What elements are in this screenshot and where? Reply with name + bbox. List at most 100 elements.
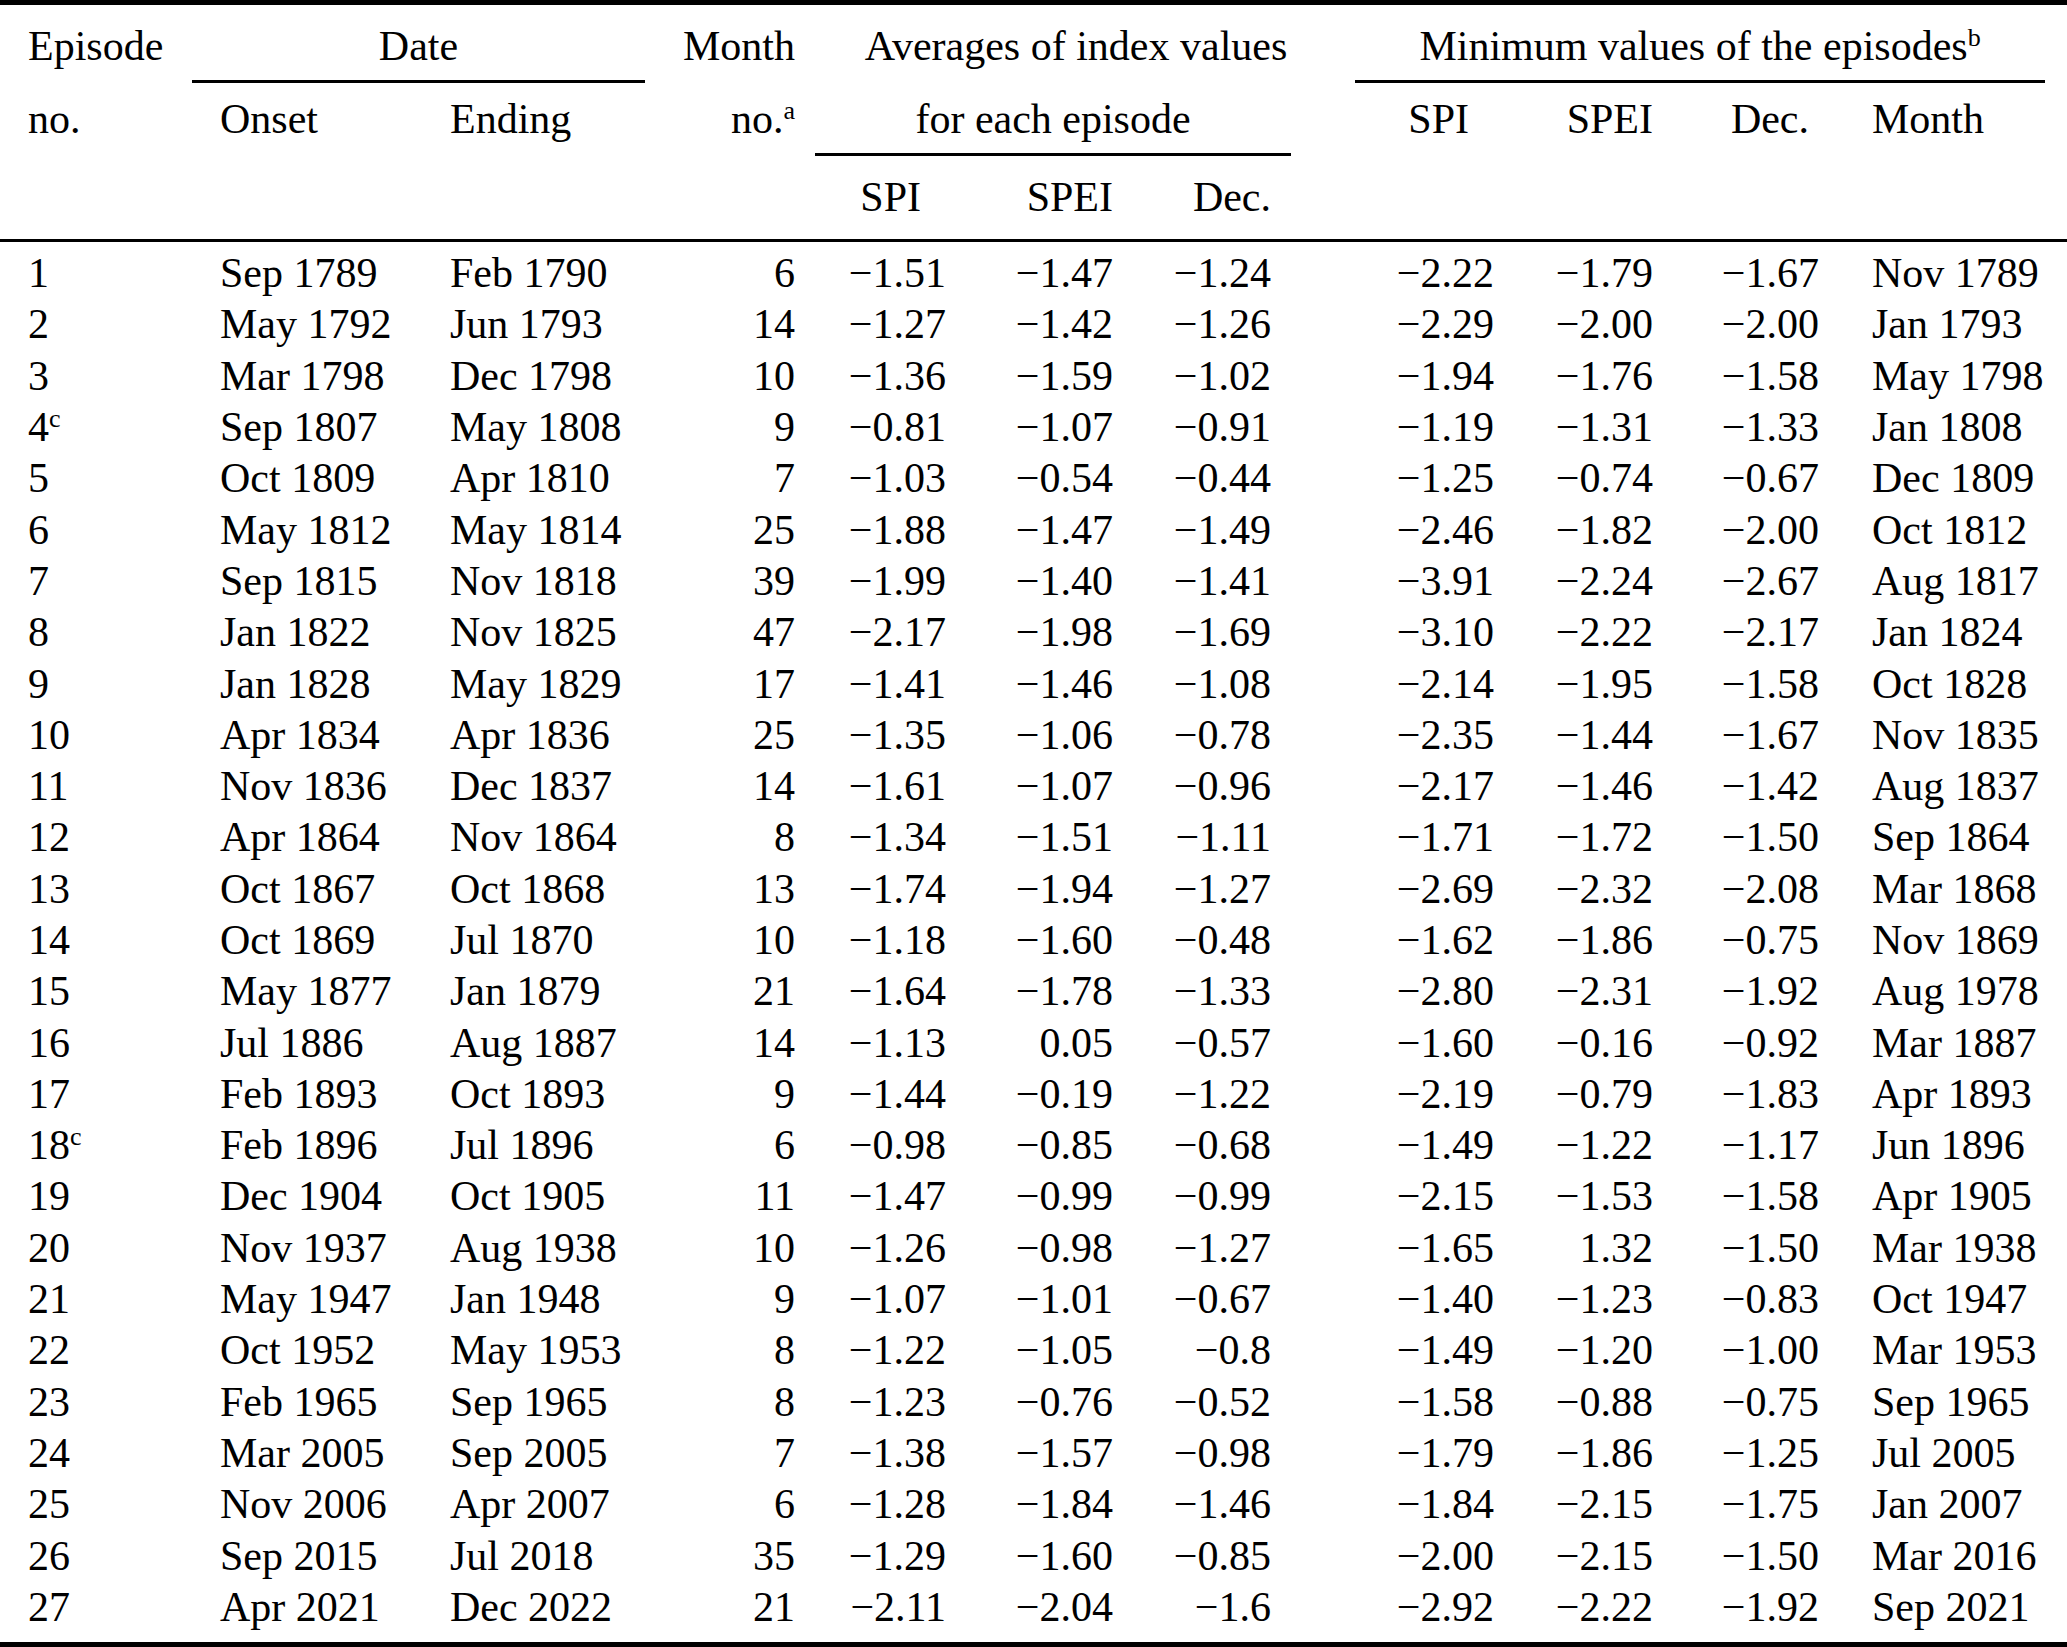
cell-avg-spi: −1.47 [800,1171,951,1222]
cell-min-spi: −3.91 [1276,555,1499,606]
cell-ending: Apr 1836 [422,709,682,760]
cell-min-month: Sep 1864 [1824,812,2067,863]
cell-min-spi: −2.46 [1276,504,1499,555]
episode-row: 17Feb 1893Oct 18939−1.44−0.19−1.22−2.19−… [0,1068,2067,1119]
cell-avg-dec: −0.67 [1118,1273,1276,1324]
cell-min-month: Oct 1812 [1824,504,2067,555]
cell-min-dec: −1.67 [1658,240,1824,299]
cell-month-count: 9 [682,1273,800,1324]
cell-month-count: 8 [682,1376,800,1427]
cell-onset: Apr 1834 [192,709,422,760]
episode-row: 5Oct 1809Apr 18107−1.03−0.54−0.44−1.25−0… [0,453,2067,504]
cell-min-dec: −0.67 [1658,453,1824,504]
cell-episode-no: 18c [0,1120,192,1171]
cell-ending: Feb 1790 [422,240,682,299]
episode-row: 22Oct 1952May 19538−1.22−1.05−0.8−1.49−1… [0,1325,2067,1376]
cell-episode-no: 23 [0,1376,192,1427]
episode-row: 20Nov 1937Aug 193810−1.26−0.98−1.27−1.65… [0,1222,2067,1273]
cell-ending: Apr 1810 [422,453,682,504]
cell-min-month: Mar 1938 [1824,1222,2067,1273]
cell-min-spi: −2.19 [1276,1068,1499,1119]
header-month-count: Month [682,5,800,83]
cell-ending: Jan 1948 [422,1273,682,1324]
cell-min-month: Mar 1953 [1824,1325,2067,1376]
cell-avg-spi: −1.26 [800,1222,951,1273]
header-spacer [1276,156,1499,240]
cell-episode-no: 12 [0,812,192,863]
cell-onset: Oct 1809 [192,453,422,504]
cell-min-spi: −1.58 [1276,1376,1499,1427]
cell-min-spi: −1.65 [1276,1222,1499,1273]
header-minimum-title-text: Minimum values of the episodes [1419,23,1967,69]
cell-episode-no: 16 [0,1017,192,1068]
footnote-marker-b: b [1968,23,1981,52]
cell-episode-no: 21 [0,1273,192,1324]
header-averages-subtitle: for each episode [815,95,1291,156]
header-avg-dec: Dec. [1118,156,1276,240]
cell-min-month: Jan 2007 [1824,1479,2067,1530]
cell-avg-spei: −1.47 [951,504,1118,555]
header-spacer [682,156,800,240]
cell-min-spei: −2.15 [1499,1530,1658,1581]
cell-min-spi: −2.29 [1276,299,1499,350]
header-spacer [1658,156,1824,240]
cell-episode-no: 11 [0,760,192,811]
cell-ending: Sep 2005 [422,1427,682,1478]
cell-episode-no: 4c [0,401,192,452]
header-min-spei: SPEI [1499,83,1658,156]
header-min-dec: Dec. [1658,83,1824,156]
cell-min-spi: −1.62 [1276,914,1499,965]
cell-avg-spi: −1.41 [800,658,951,709]
header-minimum-group: Minimum values of the episodesb [1276,5,2067,83]
cell-onset: May 1877 [192,966,422,1017]
cell-onset: Oct 1952 [192,1325,422,1376]
cell-avg-spi: −1.29 [800,1530,951,1581]
cell-min-spei: −1.82 [1499,504,1658,555]
cell-min-spi: −2.80 [1276,966,1499,1017]
cell-min-month: Jan 1824 [1824,607,2067,658]
cell-avg-spi: −1.23 [800,1376,951,1427]
episode-row: 18cFeb 1896Jul 18966−0.98−0.85−0.68−1.49… [0,1120,2067,1171]
cell-avg-dec: −1.22 [1118,1068,1276,1119]
episode-row: 23Feb 1965Sep 19658−1.23−0.76−0.52−1.58−… [0,1376,2067,1427]
episode-row: 7Sep 1815Nov 181839−1.99−1.40−1.41−3.91−… [0,555,2067,606]
cell-min-spei: −2.32 [1499,863,1658,914]
cell-avg-dec: −0.8 [1118,1325,1276,1376]
header-spacer [1499,156,1658,240]
episode-row: 24Mar 2005Sep 20057−1.38−1.57−0.98−1.79−… [0,1427,2067,1478]
episode-row: 27Apr 2021Dec 202221−2.11−2.04−1.6−2.92−… [0,1581,2067,1632]
cell-ending: Nov 1818 [422,555,682,606]
cell-avg-spi: −0.81 [800,401,951,452]
cell-min-spi: −1.49 [1276,1120,1499,1171]
cell-min-spi: −2.35 [1276,709,1499,760]
cell-avg-spi: −1.34 [800,812,951,863]
cell-min-month: Jan 1793 [1824,299,2067,350]
cell-min-month: Mar 2016 [1824,1530,2067,1581]
cell-min-dec: −1.42 [1658,760,1824,811]
cell-min-month: Dec 1809 [1824,453,2067,504]
cell-month-count: 10 [682,914,800,965]
cell-min-dec: −0.83 [1658,1273,1824,1324]
cell-episode-no: 22 [0,1325,192,1376]
cell-avg-dec: −1.33 [1118,966,1276,1017]
cell-min-spei: −1.46 [1499,760,1658,811]
cell-avg-spei: −1.42 [951,299,1118,350]
cell-avg-spi: −1.64 [800,966,951,1017]
cell-avg-spei: −1.05 [951,1325,1118,1376]
cell-min-spei: −2.31 [1499,966,1658,1017]
cell-min-dec: −1.00 [1658,1325,1824,1376]
cell-episode-no: 7 [0,555,192,606]
cell-avg-dec: −0.57 [1118,1017,1276,1068]
cell-episode-no: 1 [0,240,192,299]
cell-min-spei: −1.86 [1499,1427,1658,1478]
cell-month-count: 21 [682,966,800,1017]
cell-onset: Nov 1937 [192,1222,422,1273]
cell-avg-spi: −1.51 [800,240,951,299]
cell-min-month: Oct 1947 [1824,1273,2067,1324]
cell-avg-spei: −0.19 [951,1068,1118,1119]
cell-onset: Jan 1822 [192,607,422,658]
cell-min-dec: −1.25 [1658,1427,1824,1478]
cell-onset: Feb 1965 [192,1376,422,1427]
header-averages-subtitle-cell: for each episode [800,83,1276,156]
header-ending: Ending [422,83,682,156]
